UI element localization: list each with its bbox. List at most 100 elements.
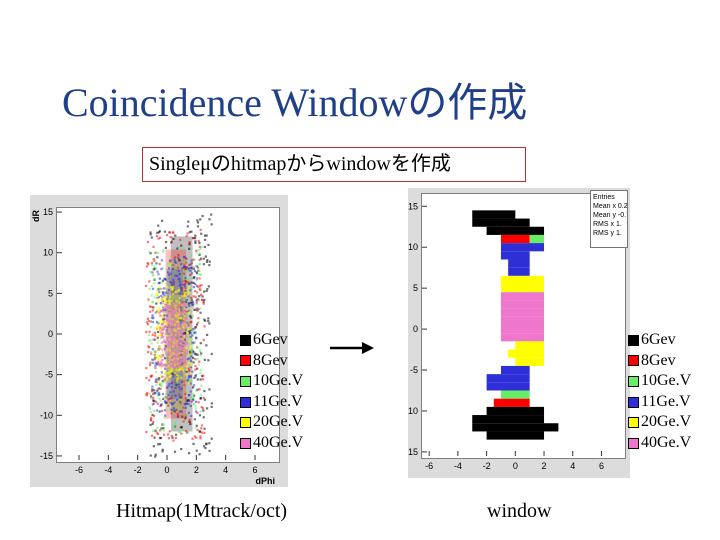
hit-point	[168, 300, 171, 303]
hit-point	[156, 294, 159, 298]
hit-point	[181, 246, 184, 250]
hit-point	[156, 309, 160, 312]
hit-point	[151, 309, 154, 312]
hit-point	[157, 363, 160, 366]
hit-point	[168, 401, 171, 404]
window-cell	[500, 308, 545, 317]
x-tick-label: 0	[513, 461, 518, 471]
hit-point	[156, 432, 160, 436]
y-tick-label: 5	[48, 288, 53, 298]
hit-point	[180, 335, 183, 338]
hit-point	[160, 385, 163, 388]
y-tick-label: 10	[408, 242, 418, 252]
hit-point	[190, 301, 193, 304]
hit-point	[179, 362, 183, 365]
hit-point	[177, 253, 180, 257]
hit-point	[161, 448, 164, 451]
hit-point	[153, 350, 156, 353]
window-cell	[472, 218, 530, 227]
hit-point	[173, 428, 176, 432]
hit-point	[160, 383, 163, 386]
y-axis-label: dR	[31, 210, 41, 222]
legend-swatch	[240, 334, 251, 346]
hit-point	[183, 285, 187, 288]
hit-point	[192, 402, 196, 405]
hit-point	[171, 285, 174, 289]
hit-point	[168, 284, 171, 287]
hit-point	[190, 320, 193, 324]
hit-point	[165, 309, 168, 313]
hit-point	[149, 270, 152, 273]
legend-item: 8Gev	[240, 351, 303, 372]
hit-point	[164, 322, 167, 325]
hit-point	[199, 368, 202, 372]
hit-point	[185, 388, 188, 391]
hit-point	[183, 383, 186, 387]
hit-point	[165, 353, 168, 357]
hit-point	[201, 378, 204, 381]
hit-point	[200, 352, 203, 355]
y-tick-label: 0	[413, 324, 418, 334]
hit-point	[150, 352, 153, 355]
hit-point	[148, 363, 152, 367]
hit-point	[188, 304, 191, 307]
hit-point	[194, 234, 197, 237]
hit-point	[169, 302, 172, 305]
arrow-right-icon	[330, 342, 374, 354]
hit-point	[198, 295, 201, 298]
hit-point	[171, 314, 174, 317]
hit-point	[158, 311, 161, 314]
hit-point	[210, 405, 213, 409]
hit-point	[166, 361, 170, 364]
hit-point	[183, 255, 186, 259]
hit-point	[150, 285, 153, 288]
hit-point	[163, 325, 166, 329]
hit-point	[180, 263, 183, 266]
hit-point	[188, 357, 191, 360]
hit-point	[167, 404, 170, 407]
hit-point	[181, 346, 185, 349]
hit-point	[162, 327, 165, 331]
hit-point	[181, 298, 184, 301]
hit-point	[181, 351, 184, 354]
hit-point	[157, 387, 160, 390]
hit-point	[185, 304, 188, 307]
hit-point	[166, 371, 169, 375]
hit-point	[183, 338, 186, 341]
hit-point	[188, 382, 191, 385]
hit-point	[188, 418, 191, 421]
hit-point	[190, 351, 193, 354]
hit-point	[199, 378, 202, 381]
hit-point	[174, 353, 177, 356]
hit-point	[169, 311, 172, 315]
hit-point	[192, 286, 195, 289]
hit-point	[180, 302, 183, 305]
hit-point	[154, 455, 157, 458]
hit-point	[152, 409, 156, 413]
hit-point	[175, 378, 179, 381]
hit-point	[162, 355, 165, 358]
hit-point	[201, 214, 204, 218]
hit-point	[198, 388, 201, 391]
hit-point	[155, 431, 158, 434]
hit-point	[205, 234, 208, 237]
hit-point	[162, 343, 166, 346]
hit-point	[169, 320, 172, 323]
hit-point	[149, 310, 152, 313]
hit-point	[184, 348, 187, 351]
hit-point	[189, 347, 192, 350]
hit-point	[170, 333, 173, 336]
hit-point	[176, 357, 179, 361]
hit-point	[171, 309, 174, 312]
hit-point	[171, 363, 175, 366]
hit-point	[195, 277, 199, 280]
hit-point	[192, 258, 195, 261]
hit-point	[169, 352, 172, 355]
hit-point	[179, 398, 182, 401]
hit-point	[162, 429, 165, 432]
hit-point	[184, 430, 188, 433]
hit-point	[162, 250, 165, 253]
hit-point	[195, 265, 198, 268]
hit-point	[145, 321, 149, 324]
hit-point	[177, 346, 180, 349]
